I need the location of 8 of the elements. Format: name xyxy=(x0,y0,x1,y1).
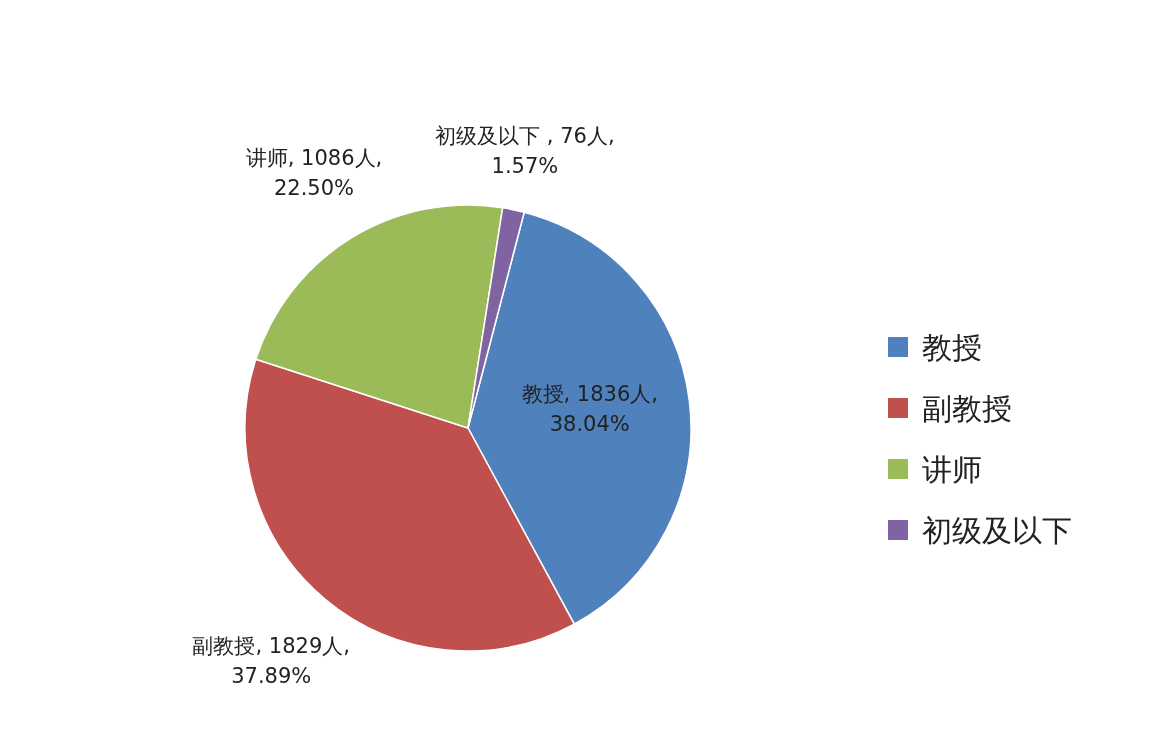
legend-label: 副教授 xyxy=(922,391,1012,426)
legend-label: 讲师 xyxy=(922,452,982,487)
data-label: 教授, 1836人, 38.04% xyxy=(521,382,658,437)
data-label: 讲师, 1086人, 22.50% xyxy=(245,146,383,201)
data-label: 副教授, 1829人, 37.89% xyxy=(192,633,350,688)
legend-label: 教授 xyxy=(922,330,982,365)
legend-label: 初级及以下 xyxy=(922,513,1072,548)
data-label: 初级及以下 , 76人, 1.57% xyxy=(435,124,615,179)
